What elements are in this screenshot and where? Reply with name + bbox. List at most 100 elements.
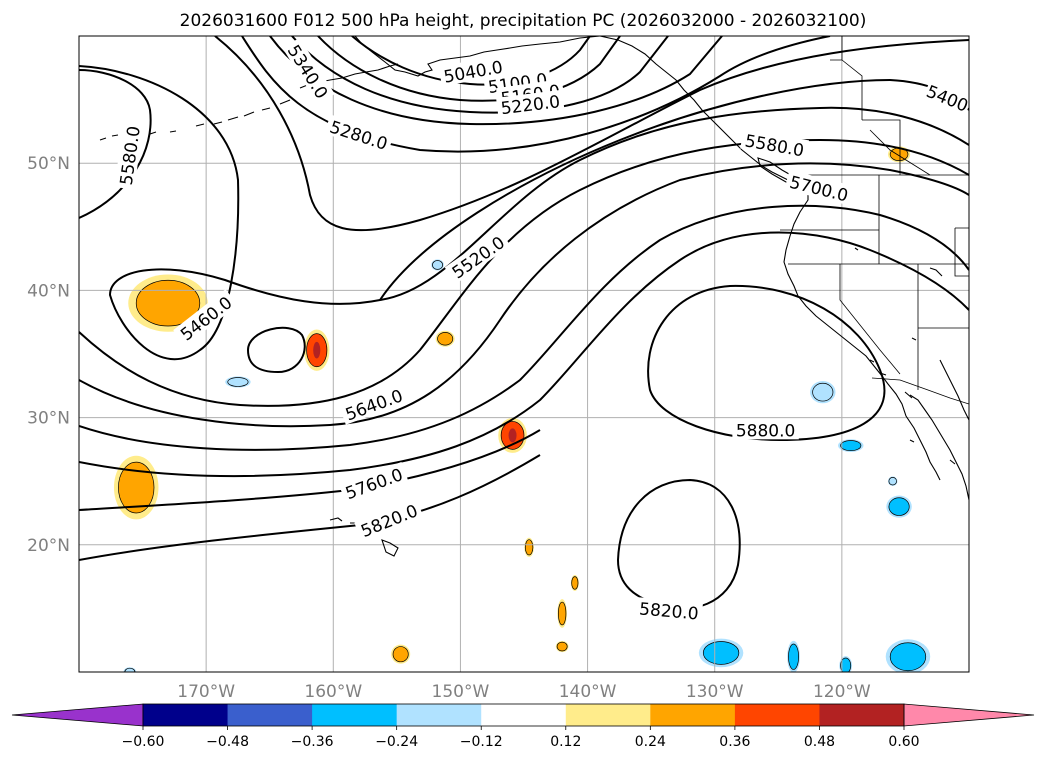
contour-5700 <box>79 231 969 478</box>
precipitation-layer <box>113 146 931 672</box>
contour-label-bg <box>635 597 703 623</box>
y-tick-label: 30°N <box>27 409 70 429</box>
contour-label-bg <box>354 497 424 542</box>
precip-blob <box>556 641 568 652</box>
x-tick-label: 130°W <box>686 682 744 702</box>
contour-5100 <box>317 36 621 102</box>
colorbar-tick-label: 0.60 <box>888 734 919 750</box>
precip-blob <box>124 667 136 672</box>
colorbar-tick-label: 0.24 <box>635 734 666 750</box>
contour-label: 5880.0 <box>736 421 795 441</box>
contour-label-bg <box>496 89 565 118</box>
colorbar-tick-label: −0.48 <box>206 734 249 750</box>
contour-label-group: 5880.0 <box>732 419 799 441</box>
precip-blob <box>888 497 910 516</box>
contour-label-bg <box>324 114 394 155</box>
gulf-of-california-coast <box>909 394 969 501</box>
contour-label-bg <box>282 37 335 105</box>
gridlines <box>79 36 969 672</box>
colorbar-tick-label: 0.36 <box>719 734 750 750</box>
colorbar-frame <box>142 703 905 727</box>
x-tick-label: 150°W <box>432 682 490 702</box>
colorbar-over-arrow <box>903 703 1035 727</box>
colorbar-segment <box>312 704 398 726</box>
contour-label-bg <box>114 121 144 190</box>
coastlines <box>99 36 969 557</box>
colorbar-segment <box>143 704 229 726</box>
contour-5640 <box>79 204 969 451</box>
precip-blob <box>571 576 579 590</box>
precip-blob <box>788 643 799 670</box>
us-mexico-border <box>871 377 969 405</box>
map-area: 5040.05100.05160.05220.05280.05340.05400… <box>79 36 969 672</box>
precip-blob <box>437 332 454 346</box>
precip-blob <box>118 461 155 514</box>
height-contours <box>79 36 969 610</box>
y-axis-ticks: 20°N 30°N 40°N 50°N <box>27 154 70 556</box>
y-tick-label: 40°N <box>27 281 70 301</box>
precip-blob <box>432 260 443 270</box>
precip-blob <box>227 377 249 387</box>
precip-blob <box>840 440 862 452</box>
alaska-coastline <box>354 36 601 77</box>
contour-label-bg <box>922 79 969 116</box>
colorbar-tick-label: 0.12 <box>550 734 581 750</box>
contour-label-bg <box>732 419 799 440</box>
contour-label-group: 5820.0 <box>635 597 703 624</box>
precip-blob <box>392 646 409 663</box>
precip-blob-core <box>313 341 321 359</box>
colorbar-segment <box>396 704 482 726</box>
contour-5460 <box>79 65 969 361</box>
colorbar: −0.60 −0.48 −0.36 −0.24 −0.12 0.12 0.24 0.36 0.4… <box>11 703 1035 750</box>
y-tick-label: 20°N <box>27 536 70 556</box>
contour-5520 <box>79 138 969 407</box>
contour-label-bg <box>784 169 854 206</box>
contour-5580 <box>79 162 969 428</box>
x-tick-label: 140°W <box>559 682 617 702</box>
colorbar-tick-label: 0.48 <box>804 734 835 750</box>
contour-label-bg <box>339 462 409 504</box>
aleutian-islands <box>99 99 291 141</box>
precip-blob <box>812 382 834 402</box>
precip-blob <box>135 279 201 327</box>
precip-blob <box>557 601 567 626</box>
canada-province-borders <box>841 59 931 176</box>
colorbar-tick-label: −0.12 <box>460 734 503 750</box>
contour-label-bg <box>740 128 810 161</box>
us-west-coastline <box>783 188 941 481</box>
colorbar-segment <box>227 704 313 726</box>
precip-blob <box>524 539 534 556</box>
x-axis-ticks: 170°W 160°W 150°W 140°W 130°W 120°W <box>177 682 871 702</box>
contour-5580-west <box>79 69 152 219</box>
colorbar-segment <box>565 704 651 726</box>
contour-5460-closed <box>246 326 306 374</box>
colorbar-tick-label: −0.36 <box>291 734 334 750</box>
precip-blob <box>889 642 927 672</box>
precip-blob <box>840 657 852 672</box>
contour-5340 <box>214 36 969 232</box>
contour-5160 <box>291 36 669 114</box>
x-tick-label: 160°W <box>304 682 362 702</box>
colorbar-segment <box>650 704 736 726</box>
precip-blob <box>888 477 897 486</box>
contour-5040 <box>351 36 591 86</box>
colorbar-under-arrow <box>11 703 144 727</box>
contour-label-bg <box>173 289 238 346</box>
precip-blob-core <box>508 428 517 443</box>
colorbar-tick-label: −0.60 <box>122 734 165 750</box>
us-state-borders <box>780 175 969 390</box>
colorbar-segment <box>819 704 905 726</box>
alaska-canada-border <box>830 36 843 61</box>
political-borders <box>780 36 969 405</box>
contour-label-bg <box>438 55 508 87</box>
chart-title: 2026031600 F012 500 hPa height, precipit… <box>180 11 867 31</box>
contour-label-bg <box>444 229 511 284</box>
colorbar-segment <box>481 704 567 726</box>
map-background <box>79 36 969 672</box>
y-tick-label: 50°N <box>27 154 70 174</box>
map-frame <box>78 35 970 673</box>
colorbar-segment <box>734 704 820 726</box>
contour-5280 <box>241 36 831 153</box>
precip-blob <box>702 641 740 665</box>
